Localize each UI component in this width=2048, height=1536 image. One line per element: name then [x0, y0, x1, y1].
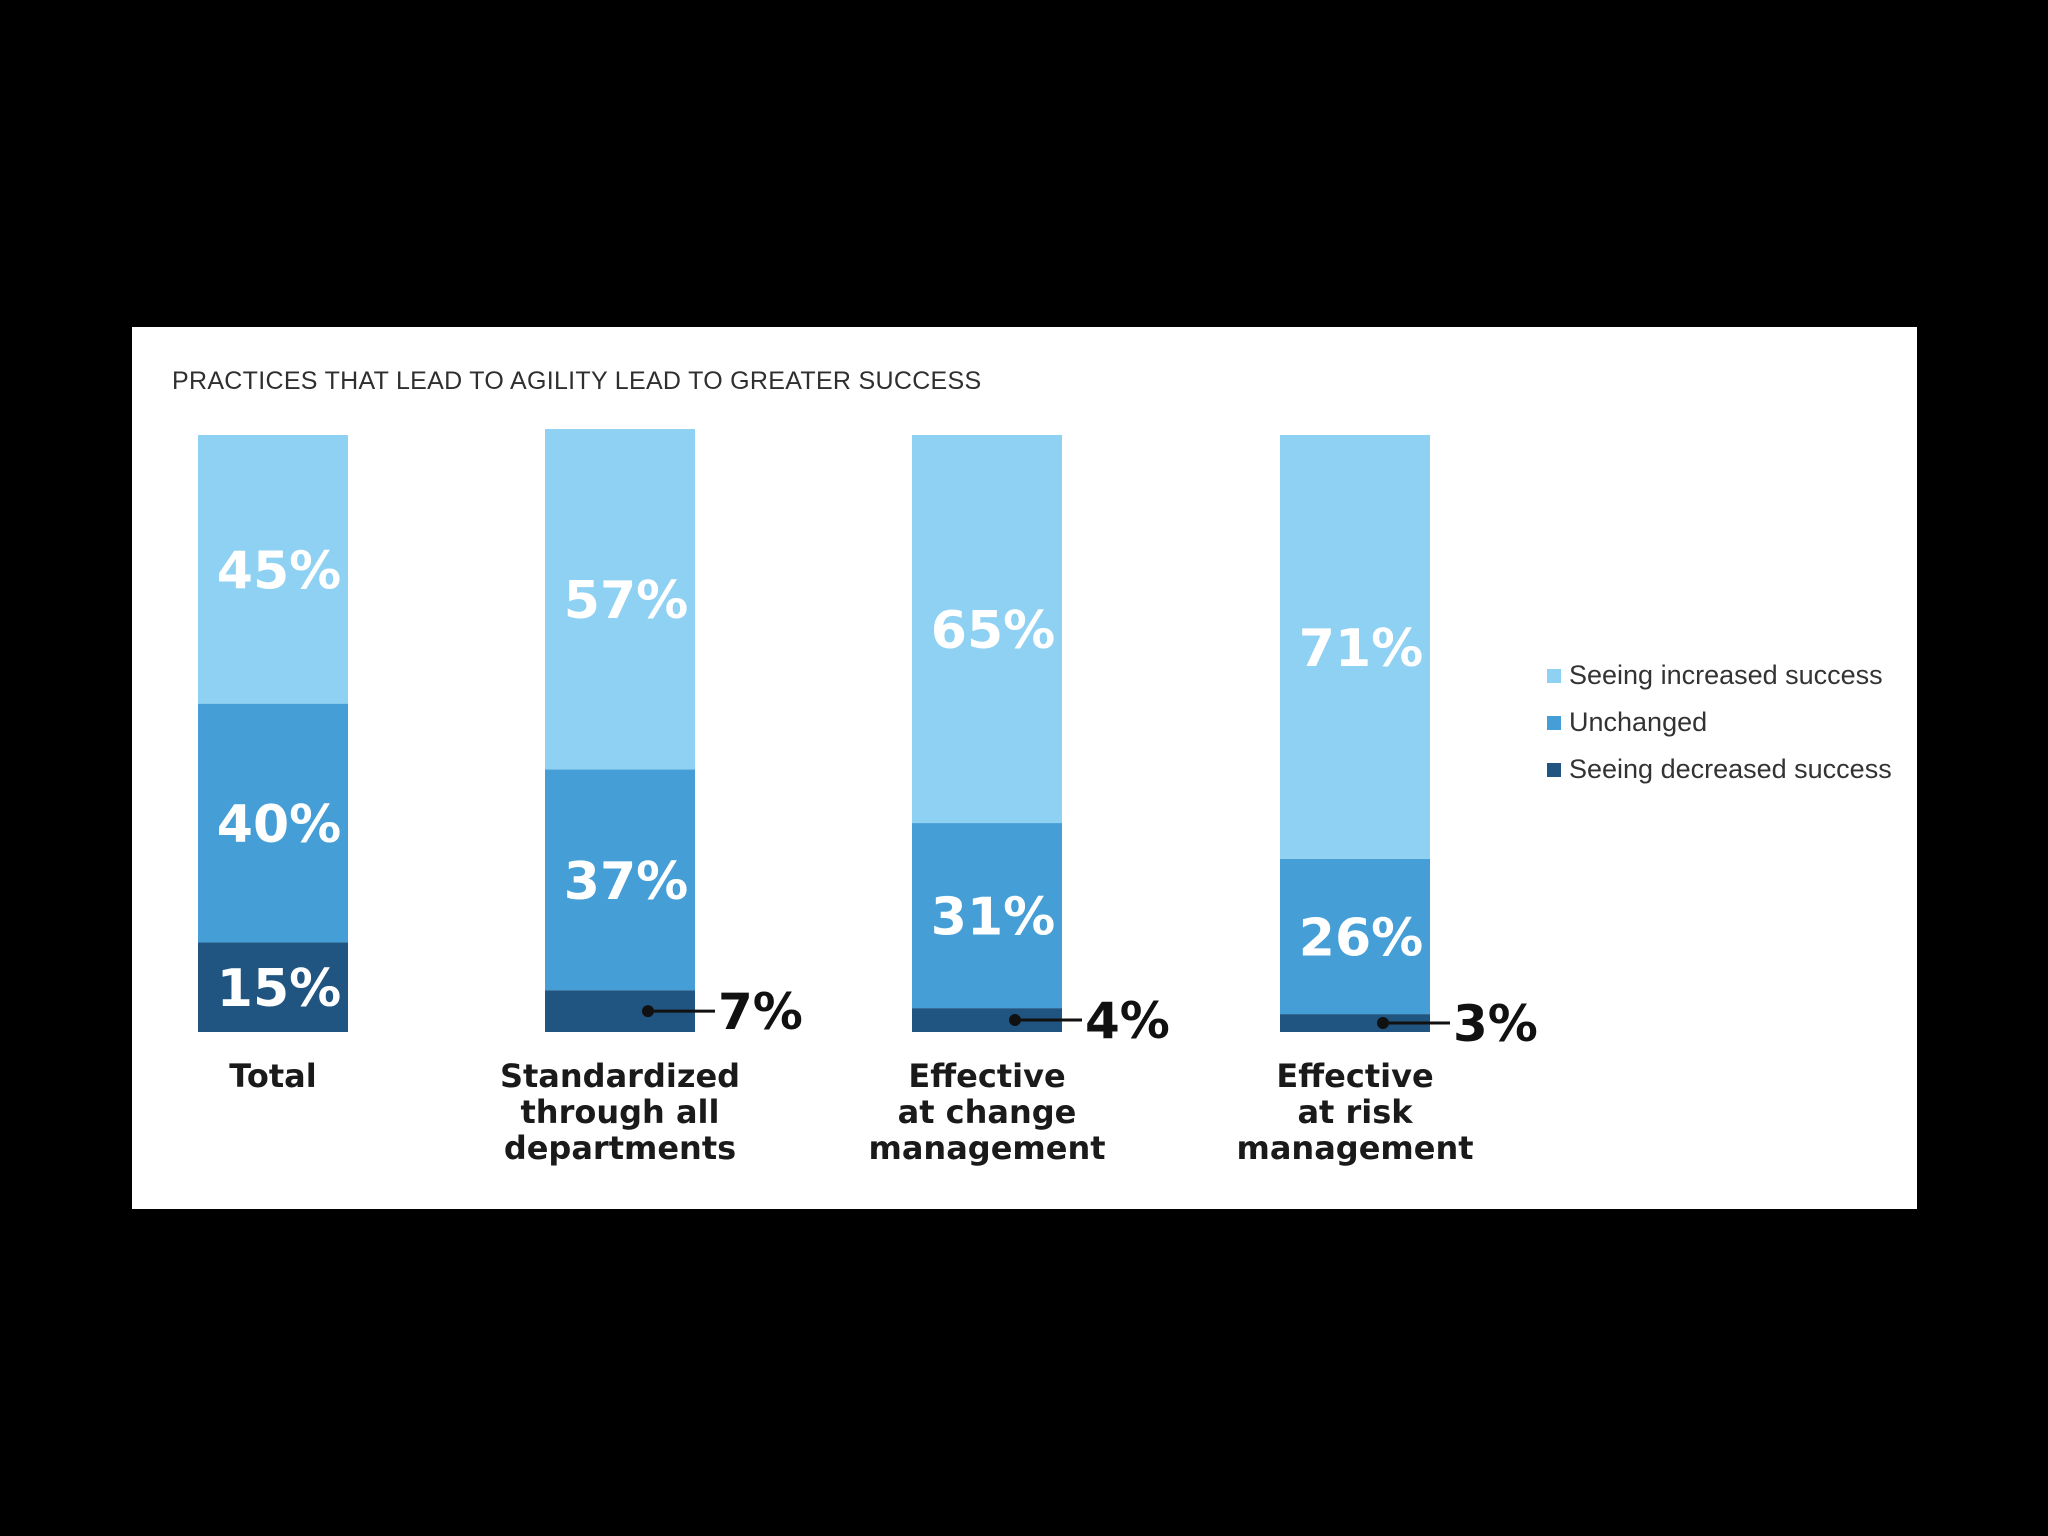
category-label-2-line-2: through all [521, 1093, 720, 1131]
bar-segment-unchanged-4 [1280, 858, 1430, 1015]
callout-label-3: 4% [1085, 992, 1170, 1050]
value-label-seeing-increased-success-1: 45% [217, 541, 341, 601]
bar-segment-seeing-increased-success-3 [912, 435, 1062, 824]
category-label-1-line-1: Total [229, 1057, 316, 1095]
category-label-3-line-1: Effective [908, 1057, 1065, 1095]
bar-segment-seeing-decreased-success-4 [1280, 1014, 1430, 1032]
legend-item-decreased: Seeing decreased success [1547, 746, 1892, 793]
category-label-2-line-3: departments [504, 1129, 736, 1167]
callout-label-2: 7% [718, 983, 803, 1041]
value-label-unchanged-3: 31% [931, 888, 1055, 948]
bar-segment-seeing-increased-success-2 [545, 429, 695, 770]
bar-segment-unchanged-3 [912, 823, 1062, 1009]
value-label-seeing-decreased-success-1: 15% [217, 959, 341, 1019]
category-label-3-line-2: at change [898, 1093, 1077, 1131]
callout-label-4: 3% [1453, 995, 1538, 1053]
category-label-4-line-3: management [1236, 1129, 1473, 1167]
bar-segment-unchanged-1 [198, 703, 348, 943]
chart-title: PRACTICES THAT LEAD TO AGILITY LEAD TO G… [172, 367, 982, 395]
chart-panel: PRACTICES THAT LEAD TO AGILITY LEAD TO G… [132, 327, 1917, 1209]
value-label-unchanged-2: 37% [564, 852, 688, 912]
legend-swatch-decreased [1547, 762, 1561, 777]
legend-item-increased: Seeing increased success [1547, 652, 1892, 699]
legend-swatch-unchanged [1547, 715, 1561, 730]
legend-label-increased: Seeing increased success [1569, 660, 1883, 690]
category-label-4-line-1: Effective [1276, 1057, 1433, 1095]
bar-segment-unchanged-2 [545, 769, 695, 991]
bar-segment-seeing-increased-success-4 [1280, 435, 1430, 859]
bar-segment-seeing-decreased-success-1 [198, 942, 348, 1032]
legend-swatch-increased [1547, 668, 1561, 683]
bar-segment-seeing-increased-success-1 [198, 435, 348, 704]
category-label-4-line-2: at risk [1297, 1093, 1413, 1131]
bar-segment-seeing-decreased-success-3 [912, 1008, 1062, 1032]
stacked-bar-chart: 15% 40% 45% Total 7% 37% 57% Standardizedthroug… [198, 429, 1538, 1167]
legend-label-unchanged: Unchanged [1569, 707, 1708, 737]
value-label-unchanged-4: 26% [1299, 908, 1423, 968]
value-label-seeing-increased-success-4: 71% [1299, 619, 1423, 679]
value-label-unchanged-1: 40% [217, 795, 341, 855]
legend-label-decreased: Seeing decreased success [1569, 754, 1892, 784]
category-label-3-line-3: management [868, 1129, 1105, 1167]
legend: Seeing increased success Unchanged Seein… [1547, 652, 1892, 793]
legend-item-unchanged: Unchanged [1547, 699, 1892, 746]
value-label-seeing-increased-success-3: 65% [931, 601, 1055, 661]
value-label-seeing-increased-success-2: 57% [564, 571, 688, 631]
category-label-2-line-1: Standardized [500, 1057, 740, 1095]
